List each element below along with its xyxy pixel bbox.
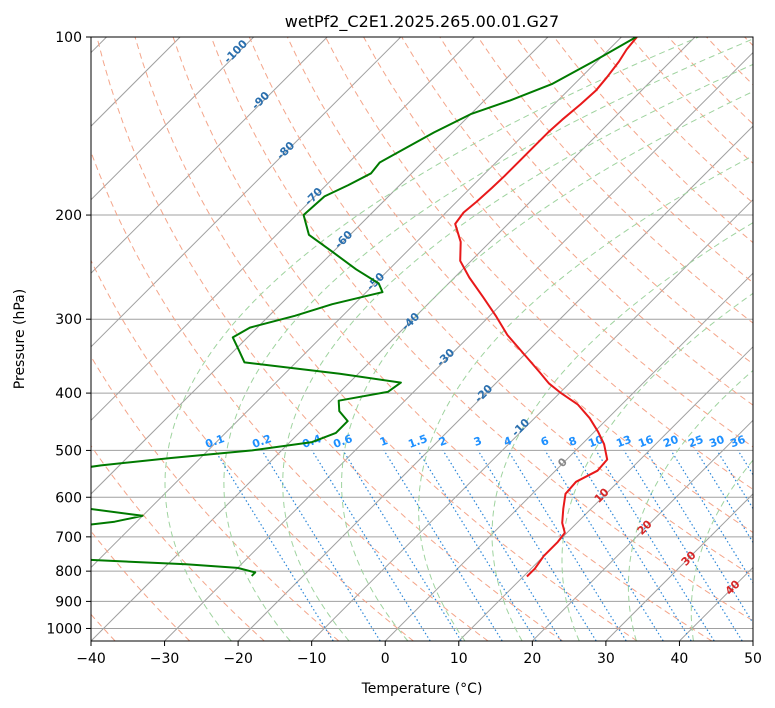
- moist-adiabat-line: [561, 292, 753, 641]
- mixing-ratio-line: [214, 450, 334, 641]
- y-tick-label: 200: [55, 208, 82, 224]
- mixing-ratio-label: 1: [378, 434, 390, 449]
- mixing-ratio-line: [595, 450, 715, 641]
- isotherm-line: [91, 37, 328, 274]
- isotherm-line: [531, 419, 753, 641]
- isotherm-line: [91, 37, 696, 641]
- dry-adiabat-line: [91, 444, 265, 641]
- y-tick-label: 300: [55, 312, 82, 328]
- plot-background: [91, 37, 753, 641]
- isotherm-line: [91, 37, 402, 348]
- isotherm-line: [91, 37, 549, 495]
- mixing-ratio-line: [442, 450, 562, 641]
- y-tick-label: 500: [55, 443, 82, 459]
- isotherm-line: [605, 493, 753, 641]
- mixing-ratio-line: [383, 450, 503, 641]
- isotherm-line: [752, 640, 753, 641]
- mixing-ratio-label: 25: [686, 433, 705, 450]
- mixing-ratio-label: 0.1: [203, 432, 226, 451]
- moist-adiabat-line: [627, 369, 753, 641]
- dry-adiabat-line: [210, 37, 753, 622]
- y-tick-label: 600: [55, 490, 82, 506]
- mixing-ratio-line: [507, 450, 627, 641]
- mixing-ratio-label: 13: [614, 433, 633, 450]
- isotherm-line: [91, 37, 475, 422]
- dry-adiabat-line: [96, 37, 563, 641]
- mixing-ratio-label: 2: [437, 434, 449, 449]
- moist-adiabat-line: [164, 37, 699, 641]
- dry-adiabat-line: [91, 259, 414, 641]
- mixing-ratio-label: 8: [567, 434, 579, 449]
- mixing-ratio-label: 6: [539, 434, 551, 449]
- dry-adiabat-line: [91, 355, 340, 641]
- mixing-ratio-line: [342, 450, 462, 641]
- x-tick-label: −20: [223, 651, 253, 667]
- x-tick-label: 30: [597, 651, 615, 667]
- mixing-ratio-label: 20: [661, 433, 680, 451]
- dewpoint-profile-line: [91, 37, 637, 577]
- isotherm-line: [91, 37, 622, 569]
- isotherm-line: [91, 37, 255, 201]
- profile-series: [91, 37, 638, 578]
- dry-adiabat-line: [325, 37, 753, 490]
- mixing-ratio-label: 1.5: [406, 432, 429, 451]
- mixing-ratio-line: [623, 450, 743, 641]
- dry-adiabat-line: [515, 37, 753, 284]
- x-tick-label: 0: [381, 651, 390, 667]
- isotherm-line: [384, 272, 753, 641]
- mixing-ratio-line: [261, 450, 381, 641]
- chart-title: wetPf2_C2E1.2025.265.00.01.G27: [285, 12, 559, 32]
- mixing-ratio-line: [645, 450, 753, 625]
- moist-adiabat-line: [341, 90, 753, 641]
- mixing-ratio-label: 30: [707, 433, 726, 451]
- x-tick-label: 10: [450, 651, 468, 667]
- mixing-ratio-line: [417, 450, 537, 641]
- dry-adiabat-line: [248, 37, 753, 577]
- temperature-profile-line: [454, 37, 638, 578]
- y-tick-label: 800: [55, 564, 82, 580]
- dry-adiabat-line: [134, 37, 638, 641]
- x-tick-label: −10: [297, 651, 327, 667]
- mixing-ratio-label: 3: [472, 434, 484, 449]
- mixing-ratio-label: 16: [636, 433, 655, 451]
- mixing-ratio-label: 36: [728, 433, 747, 451]
- mixing-ratio-line: [572, 450, 692, 641]
- moist-adiabat-line: [418, 155, 753, 641]
- x-axis-title: Temperature (°C): [361, 681, 483, 697]
- y-tick-label: 900: [55, 594, 82, 610]
- moist-adiabat-line: [491, 222, 753, 641]
- mixing-ratio-line: [311, 450, 431, 641]
- x-tick-label: 50: [744, 651, 762, 667]
- x-tick-label: −30: [150, 651, 180, 667]
- y-tick-label: 400: [55, 386, 82, 402]
- x-tick-label: 40: [671, 651, 689, 667]
- y-tick-label: 700: [55, 530, 82, 546]
- moist-adiabat-line: [282, 63, 753, 641]
- isotherm-line: [237, 125, 753, 641]
- x-tick-label: 20: [523, 651, 541, 667]
- moist-adiabat-line: [690, 459, 753, 641]
- mixing-ratio-label: 0.6: [331, 432, 354, 451]
- mixing-ratio-label: 4: [502, 434, 514, 449]
- dry-adiabat-line: [286, 37, 753, 534]
- mixing-ratio-label: 0.2: [250, 432, 273, 451]
- y-axis-title: Pressure (hPa): [12, 289, 28, 389]
- mixing-ratio-line: [477, 450, 597, 641]
- background-lines: [91, 37, 753, 641]
- isotherm-line: [164, 51, 753, 641]
- plot-frame: [90, 36, 754, 642]
- y-tick-label: 100: [55, 30, 82, 46]
- mixing-ratio-line: [544, 450, 664, 641]
- x-tick-label: −40: [76, 651, 106, 667]
- x-axis: −40 −30 −20 −10 0 10 20 30 40 50: [76, 641, 762, 667]
- y-tick-label: 1000: [46, 621, 82, 637]
- y-axis: 100 200 300 400 500 600 700 800 900 1000: [46, 30, 91, 637]
- moist-adiabat-line: [223, 38, 753, 641]
- dry-adiabat-line: [172, 37, 713, 641]
